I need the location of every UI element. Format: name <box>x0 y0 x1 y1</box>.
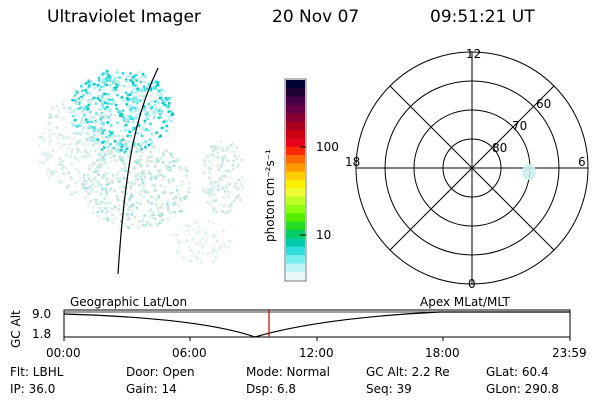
colorbar-segment <box>286 230 305 239</box>
polar-label-left: 18 <box>345 155 361 169</box>
polar-aurora-blob <box>522 164 536 180</box>
info-mode: Mode: Normal <box>246 365 330 379</box>
info-dsp: Dsp: 6.8 <box>246 382 297 396</box>
timeline-ytick-low: 1.8 <box>32 327 52 341</box>
info-filter: Flt: LBHL <box>10 365 64 379</box>
timeline-xtick-0: 00:00 <box>46 346 81 360</box>
colorbar-segment <box>286 196 305 206</box>
colorbar <box>286 80 305 281</box>
info-glon: GLon: 290.8 <box>486 382 559 396</box>
colorbar-segment <box>286 213 305 223</box>
timeline-left-title: Geographic Lat/Lon <box>70 295 188 309</box>
colorbar-segment <box>286 138 305 148</box>
info-door: Door: Open <box>126 365 195 379</box>
colorbar-label-10: 10 <box>316 228 332 242</box>
colorbar-segment <box>286 238 305 248</box>
colorbar-segment <box>286 221 305 231</box>
terminator-line <box>117 67 159 275</box>
colorbar-segment <box>286 88 305 98</box>
polar-label-right: 6 <box>578 155 586 169</box>
date-label: 20 Nov 07 <box>272 7 360 27</box>
colorbar-units: photon cm⁻²s⁻¹ <box>263 149 277 242</box>
colorbar-segment <box>286 180 305 189</box>
polar-diag-2 <box>389 85 555 251</box>
info-gc-alt: GC Alt: 2.2 Re <box>366 365 450 379</box>
colorbar-segment <box>286 96 305 106</box>
colorbar-segment <box>286 255 305 264</box>
polar-lat-70: 70 <box>512 119 528 133</box>
info-ip: IP: 36.0 <box>10 382 56 396</box>
altitude-curve <box>63 311 570 338</box>
colorbar-segment <box>286 188 305 198</box>
colorbar-frame <box>284 78 307 282</box>
timeline-xtick-2: 12:00 <box>299 346 334 360</box>
timeline-right-title: Apex MLat/MLT <box>420 295 510 309</box>
colorbar-segment <box>286 205 305 214</box>
info-glat: GLat: 60.4 <box>486 365 549 379</box>
timeline-xtick-1: 06:00 <box>172 346 207 360</box>
colorbar-segment <box>286 171 305 181</box>
colorbar-segment <box>286 80 305 89</box>
polar-label-bottom: 0 <box>468 277 476 291</box>
colorbar-segment <box>286 113 305 123</box>
timeline-plot <box>63 309 571 341</box>
polar-lat-80: 80 <box>492 141 508 155</box>
polar-label-top: 12 <box>466 47 482 61</box>
app-title: Ultraviolet Imager <box>47 7 201 27</box>
colorbar-segment <box>286 130 305 139</box>
timeline-xtick-3: 18:00 <box>425 346 460 360</box>
colorbar-segment <box>286 105 305 114</box>
info-gain: Gain: 14 <box>126 382 177 396</box>
colorbar-segment <box>286 263 305 273</box>
timeline-axis-label: GC Alt <box>9 310 23 348</box>
aurora-image <box>37 69 246 265</box>
info-seq: Seq: 39 <box>366 382 412 396</box>
colorbar-segment <box>286 155 305 164</box>
colorbar-segment <box>286 121 305 131</box>
colorbar-segment <box>286 246 305 256</box>
time-label: 09:51:21 UT <box>430 7 535 27</box>
colorbar-segment <box>286 271 305 281</box>
colorbar-segment <box>286 163 305 173</box>
polar-plot <box>355 51 589 285</box>
colorbar-segment <box>286 146 305 156</box>
timeline-xtick-4: 23:59 <box>552 346 587 360</box>
polar-lat-60: 60 <box>536 97 552 111</box>
timeline-ytick-high: 9.0 <box>32 307 52 321</box>
colorbar-label-100: 100 <box>316 140 339 154</box>
